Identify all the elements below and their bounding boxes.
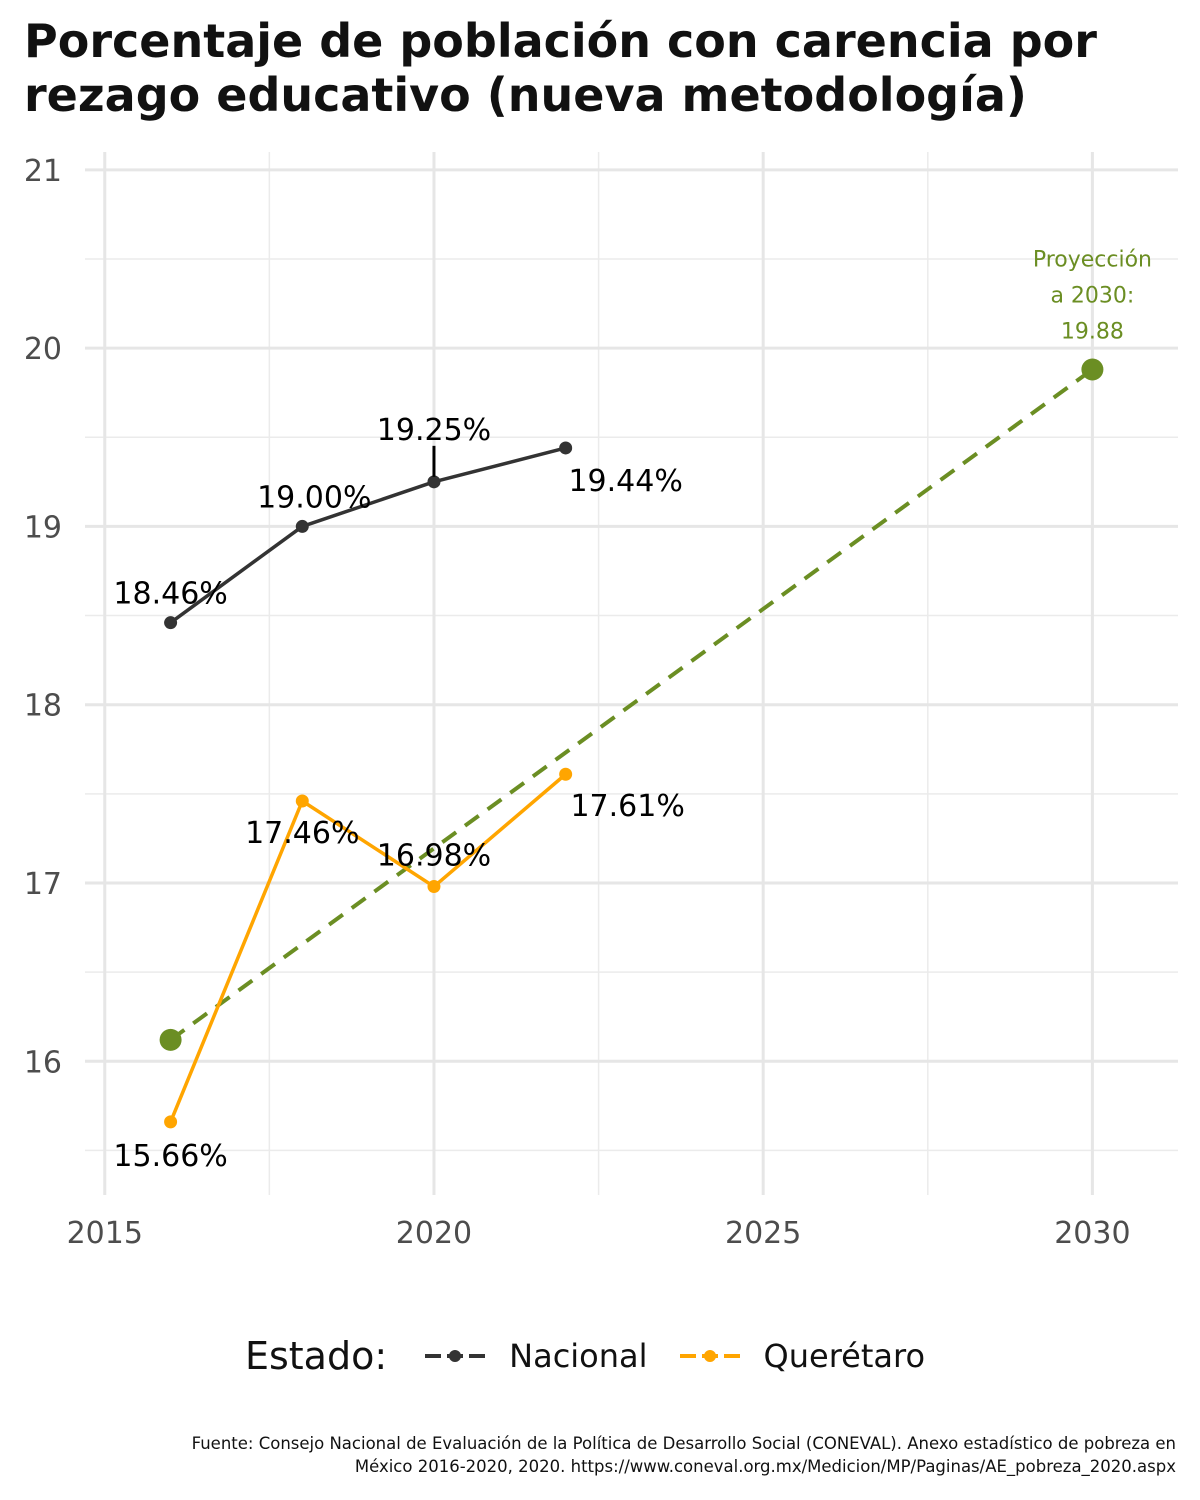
x-tick-label: 2020 [396, 1216, 472, 1251]
data-point [427, 880, 441, 894]
legend-key-nacional-icon [425, 1350, 486, 1362]
legend: Estado: Nacional Querétaro [0, 1326, 1200, 1386]
data-point [295, 519, 309, 533]
projection-annotation: a 2030: [1050, 284, 1134, 309]
caption-line-1: Fuente: Consejo Nacional de Evaluación d… [191, 1434, 1176, 1453]
y-tick-label: 19 [24, 510, 62, 545]
data-point [164, 1115, 178, 1129]
data-point [164, 616, 178, 630]
projection-line [169, 367, 1094, 1042]
legend-item-nacional: Nacional [423, 1337, 648, 1375]
data-label: 19.00% [257, 480, 371, 515]
data-label: 16.98% [377, 839, 491, 874]
projection-annotation: Proyección [1033, 248, 1152, 273]
y-tick-label: 21 [24, 154, 62, 189]
series-line-0 [169, 446, 567, 625]
series-line-1 [168, 772, 567, 1123]
x-tick-label: 2025 [725, 1216, 801, 1251]
y-tick-label: 17 [24, 867, 62, 902]
source-caption: Fuente: Consejo Nacional de Evaluación d… [26, 1432, 1176, 1478]
y-tick-label: 20 [24, 332, 62, 367]
x-axis-ticks: 2015 2020 2025 2030 [67, 1216, 1131, 1251]
data-point [295, 794, 309, 808]
y-tick-label: 16 [24, 1045, 62, 1080]
data-label: 17.46% [245, 816, 359, 851]
data-label: 19.44% [568, 464, 682, 499]
data-label: 18.46% [113, 577, 227, 612]
x-tick-label: 2015 [67, 1216, 143, 1251]
data-point [427, 475, 441, 489]
data-point [559, 767, 573, 781]
projection-point [159, 1028, 182, 1051]
chart-title: Porcentaje de población con carencia por… [24, 14, 1097, 122]
major-gridlines [85, 152, 1178, 1195]
data-point [559, 441, 573, 455]
x-tick-label: 2030 [1054, 1216, 1130, 1251]
minor-gridlines [85, 152, 1178, 1195]
legend-key-queretaro-icon [679, 1350, 740, 1362]
legend-title: Estado: [244, 1334, 388, 1378]
data-label: 19.25% [377, 413, 491, 448]
caption-line-2: México 2016-2020, 2020. https://www.cone… [354, 1457, 1176, 1476]
legend-item-queretaro: Querétaro [678, 1337, 925, 1375]
projection-point [1081, 358, 1104, 381]
legend-label-queretaro: Querétaro [763, 1337, 926, 1375]
data-label: 17.61% [570, 789, 684, 824]
y-tick-label: 18 [24, 689, 62, 724]
y-axis-ticks: 16 17 18 19 20 21 [24, 154, 62, 1080]
series-layer [164, 441, 573, 1129]
data-label: 15.66% [113, 1139, 227, 1174]
line-chart: 16 17 18 19 20 21 2015 2020 2025 2030 Proyección… [24, 152, 1178, 1251]
projection-layer: Proyección a 2030: 19.88 [159, 248, 1152, 1051]
projection-annotation: 19.88 [1061, 320, 1124, 345]
legend-label-nacional: Nacional [509, 1337, 648, 1375]
data-labels: 18.46% 19.00%19.25% 19.44% 15.66% 17.46% 16.9… [113, 413, 684, 1174]
